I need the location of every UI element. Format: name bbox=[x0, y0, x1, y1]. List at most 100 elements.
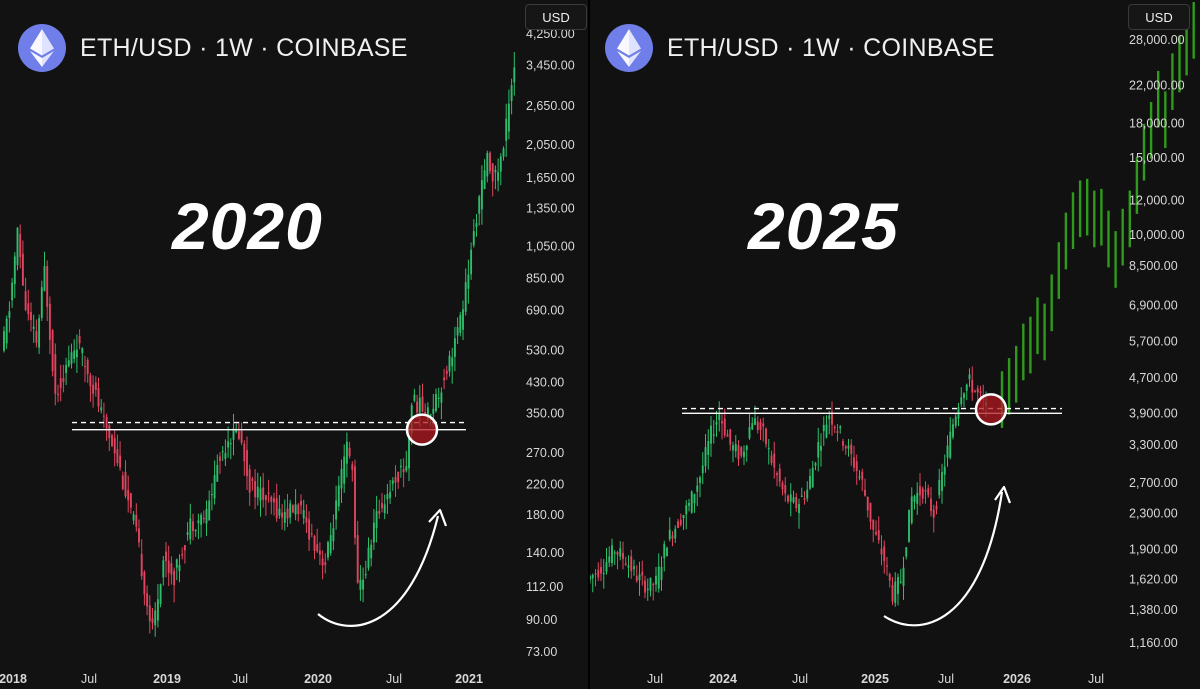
currency-button[interactable]: USD bbox=[1128, 4, 1190, 30]
candle-body bbox=[710, 425, 712, 444]
candle-body bbox=[759, 422, 762, 431]
candle-body bbox=[111, 435, 113, 446]
candle-body bbox=[267, 492, 270, 494]
x-tick-label: Jul bbox=[1088, 672, 1104, 686]
currency-button[interactable]: USD bbox=[525, 4, 587, 30]
candle-body bbox=[916, 492, 919, 504]
candle-body bbox=[635, 576, 638, 581]
candle-body bbox=[405, 466, 408, 471]
candle-body bbox=[94, 382, 97, 390]
candle-body bbox=[949, 431, 952, 458]
candle-body bbox=[921, 488, 924, 499]
candle-body bbox=[40, 287, 43, 318]
candle-body bbox=[146, 593, 149, 607]
candle-body bbox=[399, 465, 402, 468]
candle-body bbox=[847, 445, 850, 449]
candle-body bbox=[693, 494, 696, 504]
candle-body bbox=[902, 567, 905, 587]
candle-body bbox=[478, 196, 481, 214]
x-axis: 2018 Jul 2019 Jul 2020 Jul 2021 bbox=[0, 672, 483, 686]
candle-body bbox=[113, 438, 116, 454]
candle-body bbox=[278, 508, 281, 516]
y-tick-label: 350.00 bbox=[526, 407, 564, 421]
candle-body bbox=[8, 311, 11, 318]
candle-body bbox=[108, 425, 111, 439]
candle-body bbox=[305, 517, 308, 523]
x-tick-label: 2021 bbox=[455, 672, 483, 686]
candle-body bbox=[886, 565, 888, 567]
candle-body bbox=[679, 519, 682, 525]
candle-body bbox=[822, 424, 825, 432]
candle-body bbox=[729, 429, 732, 445]
candle-body bbox=[13, 256, 16, 285]
candle-body bbox=[787, 495, 789, 502]
candle-body bbox=[302, 510, 305, 519]
candle-body bbox=[866, 496, 869, 511]
candle-body bbox=[213, 475, 216, 499]
candle-body bbox=[674, 528, 677, 539]
y-axis: 4,250.00 3,450.00 2,650.00 2,050.00 1,650.00… bbox=[526, 27, 575, 659]
candle-body bbox=[475, 223, 478, 228]
candle-body bbox=[121, 475, 124, 489]
curved-arrow-icon bbox=[317, 508, 448, 627]
candle-body bbox=[833, 426, 836, 429]
candle-body bbox=[408, 435, 410, 469]
candle-body bbox=[491, 163, 494, 182]
candle-body bbox=[844, 446, 847, 449]
candle-body bbox=[92, 384, 95, 394]
y-tick-label: 18,000.00 bbox=[1129, 117, 1185, 131]
candle-body bbox=[100, 407, 103, 411]
candle-body bbox=[356, 535, 359, 583]
candle-body bbox=[646, 588, 649, 590]
candle-body bbox=[842, 441, 844, 446]
candle-body bbox=[486, 153, 489, 177]
candle-body bbox=[974, 390, 976, 392]
candle-body bbox=[11, 282, 14, 301]
x-tick-label: 2020 bbox=[304, 672, 332, 686]
candle-body bbox=[743, 451, 745, 458]
candle-body bbox=[927, 488, 930, 496]
candle-body bbox=[767, 447, 770, 450]
candle-body bbox=[850, 444, 853, 454]
y-tick-label: 430.00 bbox=[526, 375, 564, 389]
candle-body bbox=[754, 418, 756, 425]
candle-body bbox=[795, 496, 798, 508]
x-tick-label: Jul bbox=[81, 672, 97, 686]
candle-body bbox=[624, 563, 627, 565]
candle-body bbox=[367, 547, 370, 569]
candle-body bbox=[451, 357, 454, 367]
candle-body bbox=[718, 414, 721, 421]
candle-body bbox=[497, 172, 500, 181]
candle-body bbox=[784, 485, 787, 494]
candle-body bbox=[370, 544, 373, 559]
candle-body bbox=[505, 118, 508, 141]
candle-body bbox=[891, 584, 894, 602]
y-tick-label: 28,000.00 bbox=[1129, 33, 1185, 47]
y-tick-label: 1,160.00 bbox=[1129, 636, 1178, 650]
candle-body bbox=[129, 493, 132, 508]
candle-body bbox=[776, 473, 778, 476]
candle-body bbox=[259, 488, 262, 501]
candle-body bbox=[960, 397, 963, 405]
candle-body bbox=[499, 156, 502, 172]
candle-body bbox=[246, 450, 248, 477]
candle-body bbox=[413, 394, 416, 401]
candle-body bbox=[919, 486, 921, 496]
y-tick-label: 180.00 bbox=[526, 508, 564, 522]
candle-body bbox=[364, 574, 367, 576]
y-tick-label: 5,700.00 bbox=[1129, 334, 1178, 348]
candle-body bbox=[208, 500, 211, 521]
candle-body bbox=[127, 489, 130, 501]
y-tick-label: 270.00 bbox=[526, 446, 564, 460]
candle-body bbox=[219, 456, 221, 461]
candle-body bbox=[170, 563, 173, 575]
candle-body bbox=[189, 518, 192, 540]
candle-body bbox=[748, 426, 751, 439]
y-tick-label: 1,050.00 bbox=[526, 240, 575, 254]
y-tick-label: 2,650.00 bbox=[526, 99, 575, 113]
candle-body bbox=[308, 519, 311, 540]
candle-body bbox=[210, 494, 213, 496]
candle-body bbox=[657, 566, 660, 589]
candle-body bbox=[600, 567, 602, 574]
candle-body bbox=[51, 330, 54, 372]
